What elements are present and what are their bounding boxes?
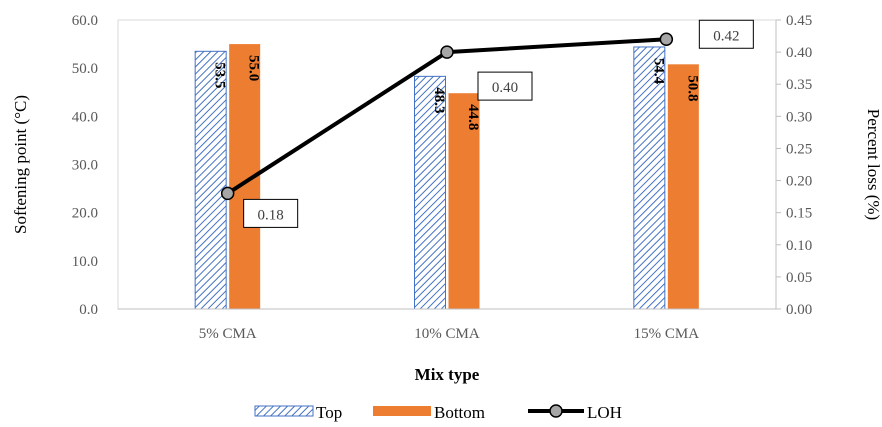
- y2-tick-label: 0.15: [786, 206, 812, 222]
- bar-top-value-label: 53.5: [212, 62, 228, 88]
- loh-value-box: [477, 71, 533, 101]
- y2-tick-label: 0.00: [786, 302, 812, 318]
- loh-value-label: 0.18: [258, 207, 284, 223]
- labels: 53.5 55.0 48.3 44.8 54.4 50.8 0.18 0.40 0.42: [212, 19, 754, 228]
- legend-marker-loh: [549, 404, 563, 418]
- bar-bottom-value-label: 55.0: [246, 55, 262, 81]
- line-series: [220, 32, 674, 201]
- y-tick-label: 20.0: [72, 206, 98, 222]
- bar-bottom: [448, 93, 480, 309]
- y2-tick-label: 0.20: [786, 174, 812, 190]
- bar-bottom-value-label: 44.8: [465, 104, 481, 130]
- y2-axis-title: Percent loss (%): [864, 109, 882, 220]
- y2-tick-label: 0.05: [786, 270, 812, 286]
- x-tick-label: 10% CMA: [414, 326, 480, 342]
- y-tick-label: 50.0: [72, 61, 98, 77]
- y-tick-label: 10.0: [72, 254, 98, 270]
- legend: Top Bottom LOH: [254, 403, 622, 422]
- legend-swatch-top: [254, 405, 314, 417]
- y-axis-title: Softening point (°C): [11, 95, 30, 234]
- loh-value-box: [243, 198, 299, 228]
- bar-top: [194, 50, 227, 310]
- y2-tick-label: 0.30: [786, 109, 812, 125]
- loh-marker: [220, 186, 235, 201]
- loh-value-label: 0.42: [713, 28, 739, 44]
- y2-tick-label: 0.10: [786, 238, 812, 254]
- loh-value-box: [698, 19, 754, 49]
- y-tick-label: 60.0: [72, 13, 98, 29]
- axes: 0.0 10.0 20.0 30.0 40.0 50.0 60.0 0.00 0.05 0.10 0…: [11, 13, 882, 384]
- y2-tick-label: 0.45: [786, 13, 812, 29]
- y-tick-label: 0.0: [79, 302, 98, 318]
- y-tick-label: 30.0: [72, 158, 98, 174]
- bar-top-value-label: 48.3: [431, 87, 447, 113]
- bar-bottom: [667, 64, 699, 310]
- legend-swatch-bottom: [373, 406, 431, 416]
- y2-tick-label: 0.35: [786, 77, 812, 93]
- loh-line: [226, 37, 667, 196]
- x-tick-label: 5% CMA: [199, 326, 257, 342]
- bar-bottom-value-label: 50.8: [684, 75, 700, 101]
- legend-label-bottom: Bottom: [434, 403, 485, 422]
- bar-top: [633, 46, 666, 310]
- legend-label-top: Top: [316, 403, 342, 422]
- bars: [194, 44, 699, 310]
- loh-value-label: 0.40: [492, 80, 518, 96]
- y-tick-label: 40.0: [72, 109, 98, 125]
- loh-marker: [440, 45, 454, 59]
- y2-tick-label: 0.40: [786, 45, 812, 61]
- x-axis-title: Mix type: [415, 365, 480, 384]
- y2-tick-label: 0.25: [786, 141, 812, 157]
- bar-top-value-label: 54.4: [650, 58, 666, 85]
- legend-label-loh: LOH: [587, 403, 622, 422]
- bar-top: [414, 75, 446, 310]
- x-tick-label: 15% CMA: [634, 326, 700, 342]
- loh-marker: [659, 32, 674, 47]
